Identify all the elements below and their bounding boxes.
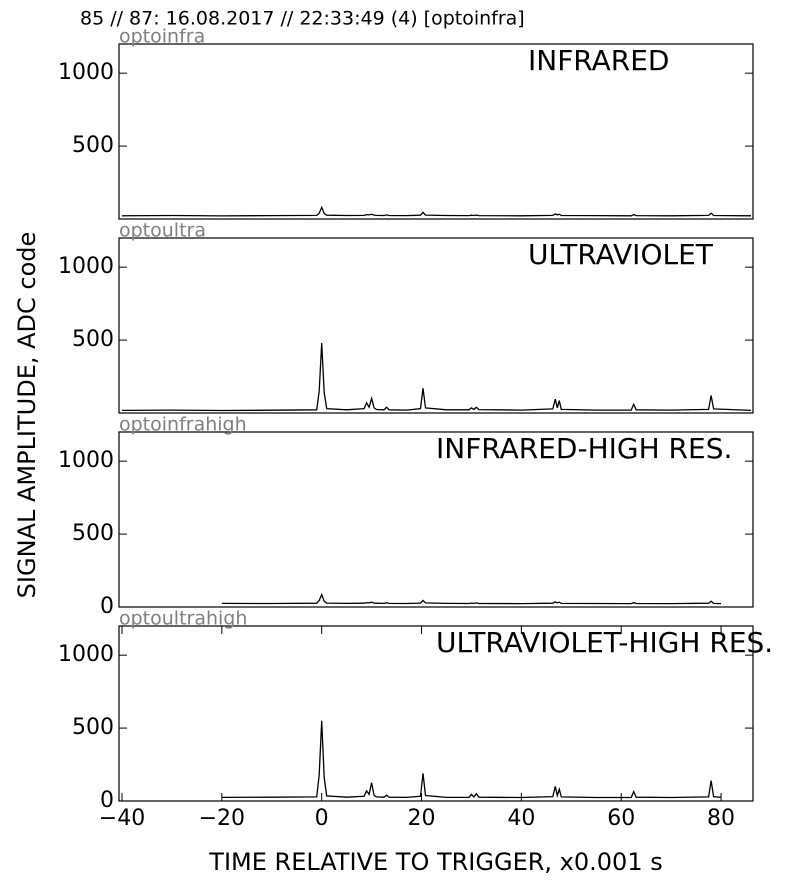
panel-subtitle: optoultra xyxy=(119,220,206,242)
y-tick-label: 1000 xyxy=(58,60,114,85)
plot-frame xyxy=(118,43,754,220)
signal-line xyxy=(121,205,752,217)
panel-subtitle: optoinfrahigh xyxy=(119,414,247,436)
y-tick-label: 1000 xyxy=(58,448,114,473)
chart-title: 85 // 87: 16.08.2017 // 22:33:49 (4) [op… xyxy=(80,8,525,30)
y-tick-label: 500 xyxy=(72,715,114,740)
y-axis-label: SIGNAL AMPLITUDE, ADC code xyxy=(13,232,41,599)
signal-line xyxy=(121,342,752,412)
y-tick-label: 500 xyxy=(72,133,114,158)
x-tick-label: −40 xyxy=(99,806,145,831)
signal-line xyxy=(221,720,722,799)
y-tick-label: 500 xyxy=(72,521,114,546)
x-tick-label: 60 xyxy=(607,806,635,831)
y-tick-label: 1000 xyxy=(58,254,114,279)
panel-annotation: ULTRAVIOLET xyxy=(528,238,714,271)
panel-subtitle: optoinfra xyxy=(119,26,205,48)
x-axis-label: TIME RELATIVE TO TRIGGER, x0.001 s xyxy=(208,848,662,876)
y-tick-label: 1000 xyxy=(58,642,114,667)
x-tick-label: −20 xyxy=(199,806,245,831)
plot-frame xyxy=(118,237,754,414)
panel-annotation: INFRARED xyxy=(528,44,670,77)
panel-subtitle: optoultrahigh xyxy=(119,608,247,630)
panel-annotation: ULTRAVIOLET-HIGH RES. xyxy=(436,626,773,659)
x-tick-label: 0 xyxy=(315,806,329,831)
panel-annotation: INFRARED-HIGH RES. xyxy=(436,432,732,465)
plot-frame xyxy=(118,431,754,608)
x-tick-label: 20 xyxy=(408,806,436,831)
x-tick-label: 40 xyxy=(507,806,535,831)
y-tick-label: 500 xyxy=(72,327,114,352)
y-tick-label: 0 xyxy=(100,788,114,813)
plot-frame xyxy=(118,625,754,802)
y-tick-label: 0 xyxy=(100,594,114,619)
x-tick-label: 80 xyxy=(707,806,735,831)
signal-line xyxy=(221,592,722,605)
